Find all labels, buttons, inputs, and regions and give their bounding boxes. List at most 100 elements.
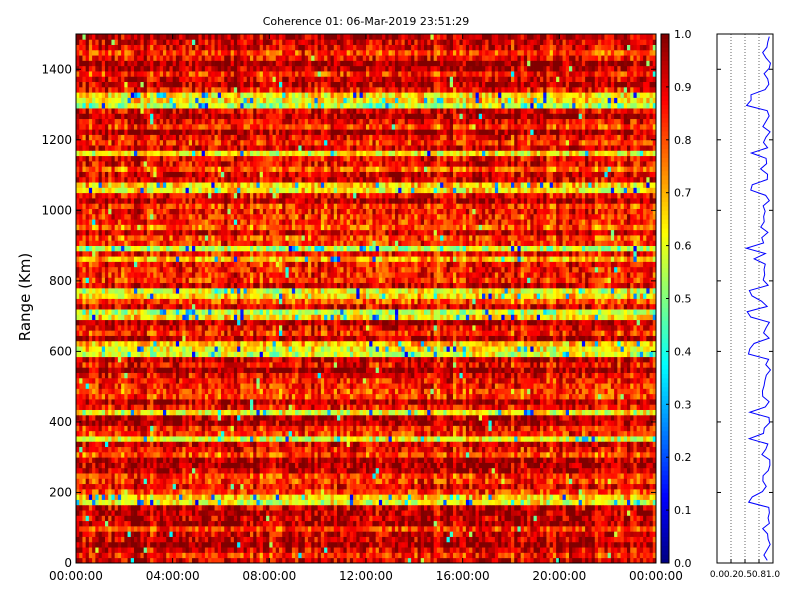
heatmap-cell — [282, 547, 286, 553]
heatmap-cell — [147, 515, 151, 521]
heatmap-cell — [337, 515, 341, 521]
heatmap-cell — [169, 510, 173, 516]
heatmap-cell — [505, 526, 509, 532]
heatmap-cell — [353, 542, 357, 548]
heatmap-cell — [579, 510, 583, 516]
heatmap-cell — [592, 510, 596, 516]
heatmap-cell — [218, 552, 222, 558]
heatmap-cell — [121, 531, 125, 537]
heatmap-cell — [556, 531, 560, 537]
heatmap-cell — [256, 515, 260, 521]
heatmap-cell — [173, 515, 177, 521]
heatmap-cell — [292, 526, 296, 532]
heatmap-cell — [398, 510, 402, 516]
heatmap-cell — [524, 531, 528, 537]
heatmap-cell — [273, 521, 277, 527]
heatmap-cell — [350, 510, 354, 516]
heatmap-cell — [308, 542, 312, 548]
heatmap-cell — [305, 505, 309, 511]
heatmap-cell — [192, 552, 196, 558]
heatmap-cell — [331, 505, 335, 511]
heatmap-cell — [585, 542, 589, 548]
heatmap-cell — [418, 510, 422, 516]
heatmap-cell — [592, 515, 596, 521]
heatmap-cell — [334, 542, 338, 548]
heatmap-cell — [566, 531, 570, 537]
heatmap-cell — [582, 542, 586, 548]
heatmap-cell — [331, 521, 335, 527]
heatmap-cell — [311, 552, 315, 558]
heatmap-cell — [231, 552, 235, 558]
heatmap-cell — [488, 505, 492, 511]
heatmap-cell — [459, 547, 463, 553]
heatmap-cell — [250, 542, 254, 548]
heatmap-cell — [382, 552, 386, 558]
heatmap-cell — [624, 515, 628, 521]
heatmap-cell — [392, 552, 396, 558]
heatmap-cell — [76, 526, 80, 532]
heatmap-cell — [95, 531, 99, 537]
heatmap-cell — [124, 552, 128, 558]
heatmap-cell — [105, 547, 109, 553]
heatmap-cell — [466, 547, 470, 553]
heatmap-cell — [227, 542, 231, 548]
heatmap-cell — [476, 531, 480, 537]
heatmap-cell — [163, 547, 167, 553]
heatmap-cell — [369, 552, 373, 558]
heatmap-cell — [347, 547, 351, 553]
heatmap-cell — [437, 537, 441, 543]
heatmap-cell — [227, 537, 231, 543]
heatmap-cell — [76, 515, 80, 521]
heatmap-cell — [166, 526, 170, 532]
heatmap-cell — [79, 547, 83, 553]
heatmap-cell — [99, 552, 103, 558]
heatmap-cell — [372, 521, 376, 527]
heatmap-cell — [324, 515, 328, 521]
heatmap-cell — [192, 531, 196, 537]
heatmap-cell — [398, 552, 402, 558]
heatmap-cell — [637, 531, 641, 537]
heatmap-cell — [318, 531, 322, 537]
heatmap-cell — [144, 510, 148, 516]
heatmap-cell — [224, 510, 228, 516]
heatmap-cell — [495, 547, 499, 553]
heatmap-cell — [134, 552, 138, 558]
heatmap-cell — [160, 542, 164, 548]
heatmap-cell — [221, 510, 225, 516]
heatmap-cell — [234, 526, 238, 532]
heatmap-cell — [392, 531, 396, 537]
heatmap-cell — [137, 542, 141, 548]
heatmap-cell — [169, 531, 173, 537]
heatmap-cell — [202, 526, 206, 532]
heatmap-cell — [118, 505, 122, 511]
heatmap-cell — [585, 547, 589, 553]
heatmap-cell — [231, 537, 235, 543]
heatmap-cell — [273, 542, 277, 548]
heatmap-cell — [160, 547, 164, 553]
heatmap-cell — [331, 531, 335, 537]
heatmap-cell — [353, 537, 357, 543]
heatmap-cell — [76, 542, 80, 548]
heatmap-cell — [356, 531, 360, 537]
heatmap-cell — [389, 542, 393, 548]
heatmap-cell — [331, 537, 335, 543]
heatmap-cell — [614, 537, 618, 543]
heatmap-cell — [134, 537, 138, 543]
heatmap-cell — [314, 515, 318, 521]
heatmap-cell — [111, 515, 115, 521]
heatmap-cell — [517, 542, 521, 548]
heatmap-cell — [443, 537, 447, 543]
heatmap-cell — [621, 537, 625, 543]
heatmap-cell — [485, 537, 489, 543]
heatmap-cell — [569, 537, 573, 543]
heatmap-cell — [118, 515, 122, 521]
heatmap-cell — [276, 542, 280, 548]
heatmap-cell — [646, 542, 650, 548]
heatmap-cell — [169, 515, 173, 521]
heatmap-cell — [263, 552, 267, 558]
heatmap-cell — [279, 510, 283, 516]
heatmap-cell — [566, 547, 570, 553]
heatmap-cell — [608, 510, 612, 516]
heatmap-cell — [327, 542, 331, 548]
heatmap-cell — [453, 537, 457, 543]
